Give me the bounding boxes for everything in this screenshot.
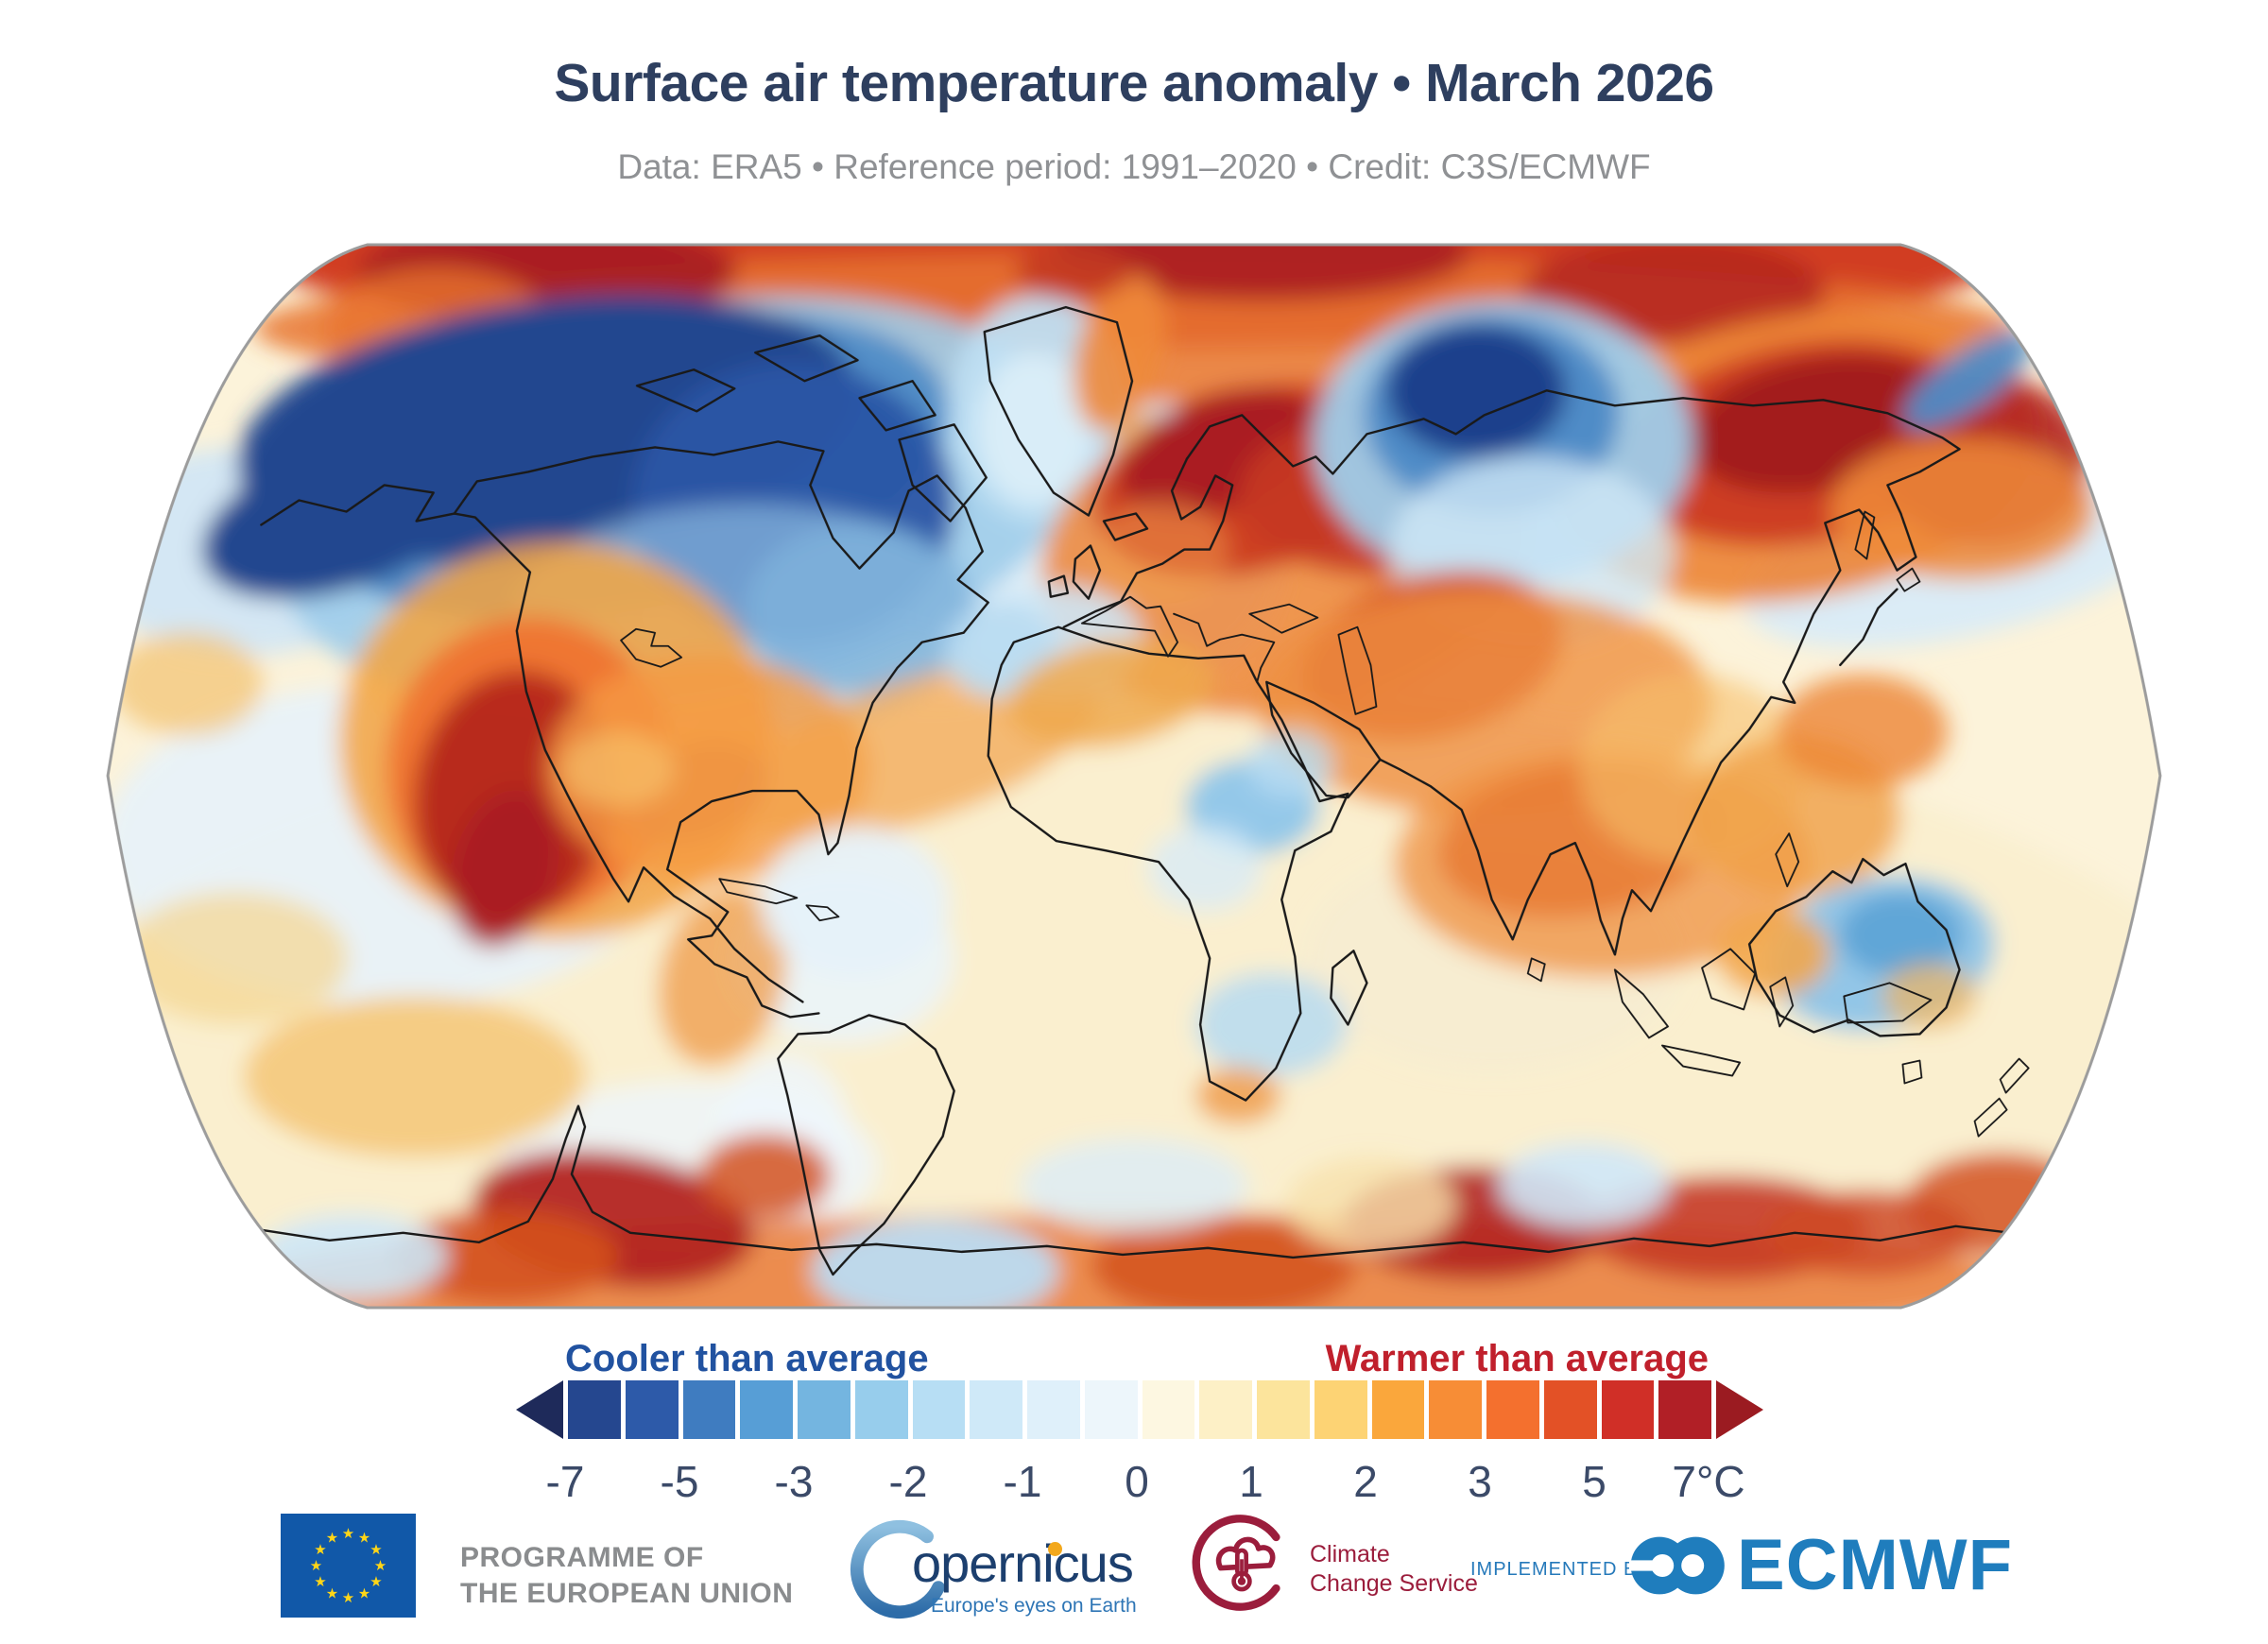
implemented-by-label: IMPLEMENTED BY: [1470, 1559, 1651, 1580]
legend-warmer-label: Warmer than average: [1325, 1338, 1709, 1379]
climate-change-service-logo: Climate Change Service: [1189, 1510, 1491, 1621]
ecmwf-icon: [1629, 1536, 1725, 1595]
colorbar-tick: -2: [888, 1457, 928, 1506]
colorbar-segment: [625, 1380, 679, 1439]
colorbar-ticks: -7 -5 -3 -2 -1 0 1 2 3 5 7°C: [546, 1457, 1745, 1513]
copernicus-wordmark: opernicus: [912, 1533, 1134, 1593]
colorbar-tick: -3: [774, 1457, 814, 1506]
continent-outlines: [254, 305, 2030, 1276]
colorbar-segment: [1142, 1380, 1195, 1439]
c3s-line1: Climate: [1310, 1541, 1390, 1567]
eu-flag-logo: ★ ★ ★ ★ ★ ★ ★ ★ ★ ★ ★ ★: [281, 1514, 416, 1618]
colorbar-segment: [1027, 1380, 1080, 1439]
colorbar-left-arrow: [516, 1380, 563, 1439]
copernicus-c-icon: [850, 1519, 945, 1619]
ecmwf-logo: ECMWF: [1629, 1527, 2013, 1604]
svg-text:★: ★: [369, 1541, 382, 1558]
colorbar-segment: [1257, 1380, 1310, 1439]
colorbar-segment: [1199, 1380, 1252, 1439]
copernicus-logo: opernicus Europe's eyes on Earth: [844, 1508, 1184, 1627]
colorbar-tick: -7: [545, 1457, 585, 1506]
anomaly-layer: [108, 245, 2160, 1308]
eu-programme-line1: PROGRAMME OF: [460, 1542, 704, 1573]
colorbar-segment: [1314, 1380, 1367, 1439]
colorbar-segment: [854, 1380, 908, 1439]
svg-text:★: ★: [374, 1557, 387, 1574]
svg-text:★: ★: [358, 1584, 370, 1601]
svg-text:★: ★: [342, 1589, 354, 1606]
colorbar-tick: 2: [1353, 1457, 1378, 1506]
eu-programme-text: PROGRAMME OF THE EUROPEAN UNION: [460, 1540, 793, 1612]
legend-cooler-label: Cooler than average: [565, 1338, 929, 1379]
eu-flag-icon: ★ ★★ ★★★ ★★★ ★★★: [281, 1514, 416, 1618]
c3s-text: Climate Change Service: [1310, 1540, 1478, 1599]
svg-text:★: ★: [310, 1557, 322, 1574]
anomaly-map-svg: [106, 243, 2162, 1310]
svg-text:★: ★: [326, 1530, 338, 1547]
c3s-line2: Change Service: [1310, 1570, 1478, 1597]
svg-text:★: ★: [314, 1541, 326, 1558]
colorbar-segment: [1543, 1380, 1597, 1439]
copernicus-tagline: Europe's eyes on Earth: [931, 1595, 1137, 1617]
svg-text:★: ★: [326, 1584, 338, 1601]
c3s-cloud-thermometer-icon: [1192, 1515, 1280, 1611]
colorbar-tick: 1: [1239, 1457, 1263, 1506]
colorbar-segment: [1486, 1380, 1539, 1439]
colorbar-segment: [1658, 1380, 1711, 1439]
colorbar-segment: [798, 1380, 850, 1439]
cold-anomaly-kara-sea: [1386, 324, 1567, 457]
eu-programme-line2: THE EUROPEAN UNION: [460, 1578, 794, 1609]
colorbar-right-arrow: [1716, 1380, 1763, 1439]
page-title: Surface air temperature anomaly • March …: [554, 53, 1714, 113]
colorbar-segment: [1429, 1380, 1482, 1439]
colorbar-tick: 0: [1125, 1457, 1149, 1506]
svg-text:★: ★: [358, 1530, 370, 1547]
colorbar-tick: 3: [1468, 1457, 1492, 1506]
colorbar-segment: [1601, 1380, 1655, 1439]
colorbar-tick: -1: [1003, 1457, 1042, 1506]
ecmwf-wordmark: ECMWF: [1737, 1525, 2014, 1605]
colorbar: [516, 1380, 1763, 1439]
svg-text:★: ★: [314, 1573, 326, 1590]
colorbar-segment: [1371, 1380, 1425, 1439]
colorbar-segment: [682, 1380, 736, 1439]
colorbar-segment: [568, 1380, 621, 1439]
colorbar-segment: [970, 1380, 1022, 1439]
world-anomaly-map: [102, 239, 2166, 1313]
copernicus-orange-dot-icon: [1048, 1542, 1062, 1556]
colorbar-tick: 7°C: [1672, 1457, 1745, 1506]
colorbar-segment: [1084, 1380, 1138, 1439]
svg-text:★: ★: [369, 1573, 382, 1590]
map-outline: [106, 243, 2162, 1310]
colorbar-segments: [568, 1380, 1711, 1439]
colorbar-segment: [912, 1380, 966, 1439]
svg-text:★: ★: [342, 1525, 354, 1542]
colorbar-tick: 5: [1582, 1457, 1606, 1506]
colorbar-segment: [740, 1380, 793, 1439]
colorbar-tick: -5: [660, 1457, 699, 1506]
page-subtitle: Data: ERA5 • Reference period: 1991–2020…: [617, 147, 1651, 186]
